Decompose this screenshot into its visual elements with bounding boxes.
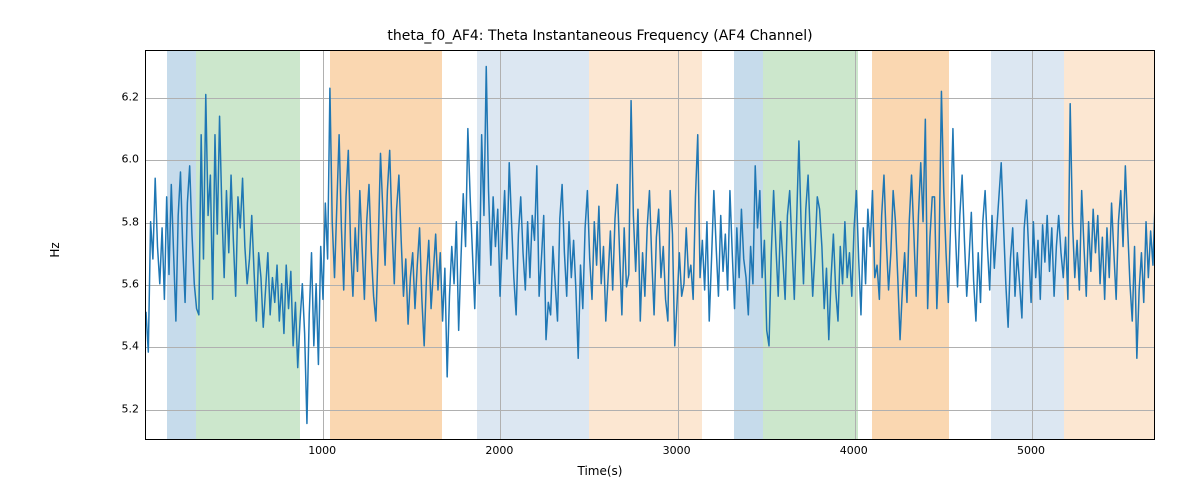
y-tick-label: 6.0: [111, 153, 139, 166]
y-tick-label: 5.4: [111, 340, 139, 353]
y-tick-label: 5.8: [111, 215, 139, 228]
theta-frequency-line: [146, 67, 1154, 424]
x-tick-label: 2000: [485, 444, 513, 457]
x-tick-label: 1000: [308, 444, 336, 457]
x-tick-label: 3000: [663, 444, 691, 457]
x-axis-label: Time(s): [0, 464, 1200, 478]
y-tick-label: 5.2: [111, 402, 139, 415]
plot-area: [145, 50, 1155, 440]
x-tick-label: 5000: [1017, 444, 1045, 457]
y-axis-label: Hz: [48, 242, 62, 257]
figure: theta_f0_AF4: Theta Instantaneous Freque…: [0, 0, 1200, 500]
x-tick-label: 4000: [840, 444, 868, 457]
y-tick-label: 6.2: [111, 90, 139, 103]
y-tick-label: 5.6: [111, 278, 139, 291]
chart-title: theta_f0_AF4: Theta Instantaneous Freque…: [0, 28, 1200, 44]
line-series: [146, 51, 1154, 439]
